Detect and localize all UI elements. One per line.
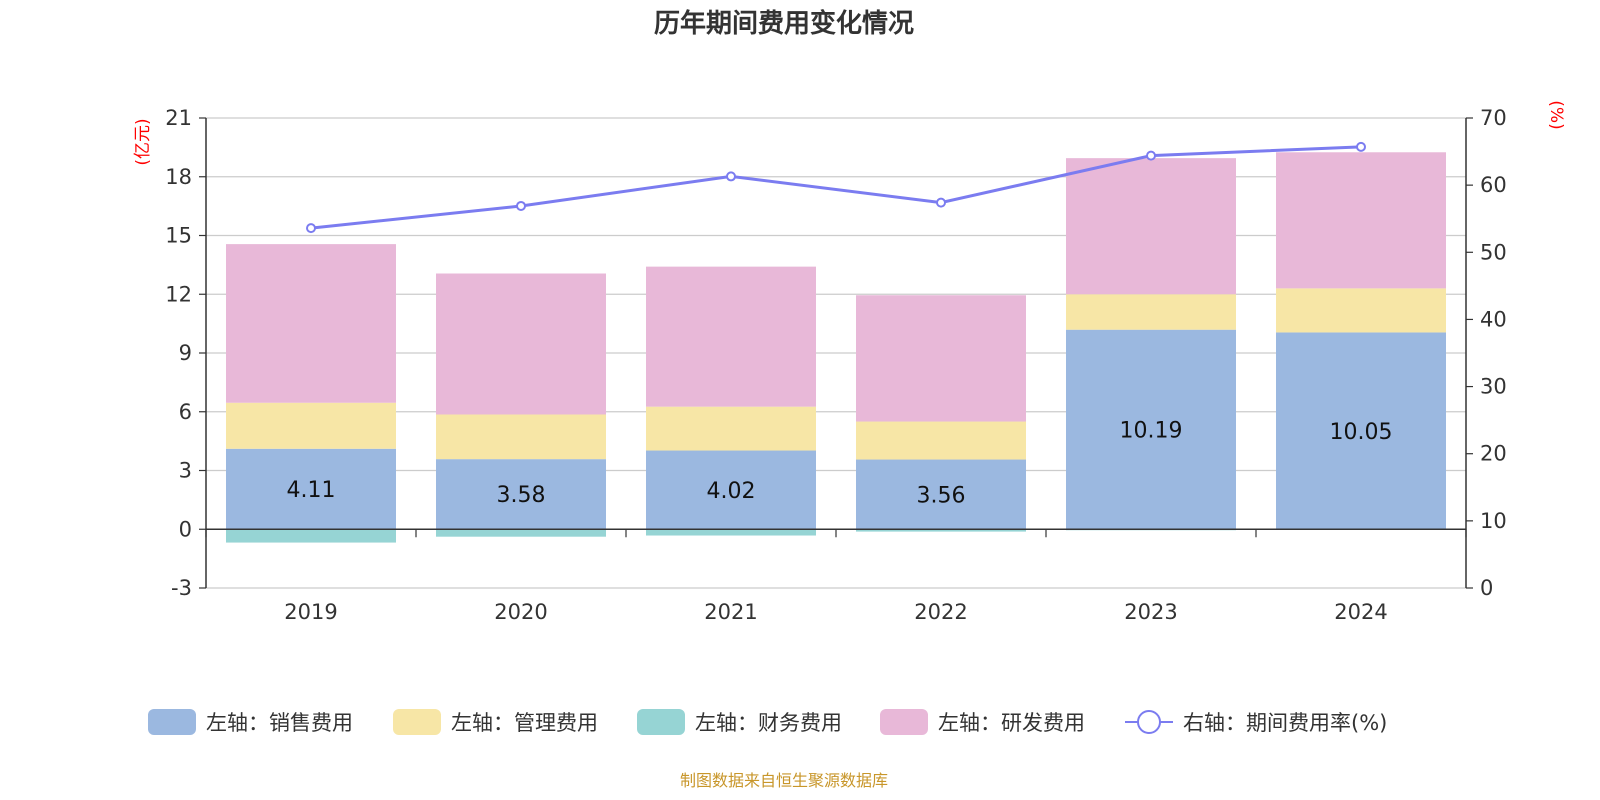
legend-swatch-0 xyxy=(148,709,196,735)
right-tick-label: 20 xyxy=(1480,442,1507,466)
bar-0-2021 xyxy=(646,450,816,530)
bar-2-2021 xyxy=(646,529,816,536)
right-tick-label: 50 xyxy=(1480,240,1507,264)
sales-data-label: 10.05 xyxy=(1330,420,1393,445)
bar-0-2023 xyxy=(1066,329,1236,530)
legend-label-3: 左轴：研发费用 xyxy=(938,711,1085,735)
bar-3-2020 xyxy=(436,273,606,415)
source-note: 制图数据来自恒生聚源数据库 xyxy=(680,771,888,790)
left-tick-label: 15 xyxy=(165,224,192,248)
bar-1-2023 xyxy=(1066,294,1236,330)
legend-label-1: 左轴：管理费用 xyxy=(451,711,598,735)
rate-point-2021 xyxy=(726,171,736,182)
sales-data-label: 3.56 xyxy=(917,483,966,508)
left-tick-label: 0 xyxy=(179,517,192,541)
bar-1-2022 xyxy=(856,421,1026,460)
bar-0-2024 xyxy=(1276,332,1446,530)
right-tick-label: 40 xyxy=(1480,307,1507,331)
rate-point-2019 xyxy=(306,223,316,234)
left-tick-label: 6 xyxy=(179,400,192,424)
bar-2-2022 xyxy=(856,529,1026,532)
right-tick-label: 10 xyxy=(1480,509,1507,533)
left-tick-label: 9 xyxy=(179,341,192,365)
x-tick-label: 2024 xyxy=(1334,600,1387,624)
bar-3-2023 xyxy=(1066,158,1236,295)
bar-1-2024 xyxy=(1276,288,1446,333)
right-tick-label: 70 xyxy=(1480,106,1507,130)
right-axis-unit: (%) xyxy=(1546,100,1566,129)
bar-1-2020 xyxy=(436,414,606,460)
right-tick-label: 60 xyxy=(1480,173,1507,197)
bar-0-2019 xyxy=(226,448,396,530)
legend-label-4: 右轴：期间费用率(%) xyxy=(1183,711,1387,735)
bar-1-2019 xyxy=(226,402,396,449)
bar-3-2021 xyxy=(646,266,816,407)
bar-3-2019 xyxy=(226,244,396,403)
bar-0-2022 xyxy=(856,459,1026,530)
legend: 左轴：销售费用 左轴：管理费用 左轴：财务费用 左轴：研发费用 右轴：期间费用率(%) xyxy=(148,709,1387,735)
sales-data-label: 4.02 xyxy=(707,479,756,504)
left-tick-label: 18 xyxy=(165,165,192,189)
rate-line-series xyxy=(306,141,1366,234)
legend-swatch-3 xyxy=(880,709,928,735)
bar-2-2019 xyxy=(226,529,396,543)
left-tick-label: 3 xyxy=(179,459,192,483)
bar-series xyxy=(226,152,1446,543)
x-tick-label: 2023 xyxy=(1124,600,1177,624)
right-tick-label: 0 xyxy=(1480,576,1493,600)
legend-label-2: 左轴：财务费用 xyxy=(695,711,842,735)
legend-marker-swatch xyxy=(1137,710,1161,734)
left-tick-label: 21 xyxy=(165,106,192,130)
axes: -3 0 3 6 9 12 15 18 21 0 10 20 30 40 50 60 70 2019 2020 202… xyxy=(165,106,1506,624)
sales-data-label: 10.19 xyxy=(1120,418,1183,443)
chart-title: 历年期间费用变化情况 xyxy=(654,8,914,39)
sales-data-label: 3.58 xyxy=(497,483,546,508)
bar-3-2022 xyxy=(856,295,1026,422)
legend-swatch-2 xyxy=(637,709,685,735)
x-tick-label: 2021 xyxy=(704,600,757,624)
right-tick-label: 30 xyxy=(1480,375,1507,399)
gridlines xyxy=(206,117,1466,589)
bar-1-2021 xyxy=(646,406,816,451)
sales-data-label: 4.11 xyxy=(287,478,336,503)
left-tick-label: 12 xyxy=(165,282,192,306)
left-axis-unit: (亿元) xyxy=(133,118,153,165)
rate-point-2024 xyxy=(1356,141,1366,152)
legend-label-0: 左轴：销售费用 xyxy=(206,711,353,735)
left-tick-label: -3 xyxy=(171,576,192,600)
rate-point-2020 xyxy=(516,200,526,211)
rate-point-2022 xyxy=(936,197,946,208)
bar-3-2024 xyxy=(1276,152,1446,289)
x-tick-label: 2019 xyxy=(284,600,337,624)
data-labels: 4.11 3.58 4.02 3.56 10.19 10.05 xyxy=(287,418,1393,508)
legend-swatch-1 xyxy=(393,709,441,735)
rate-line xyxy=(310,145,1362,230)
bar-2-2020 xyxy=(436,529,606,537)
rate-point-2023 xyxy=(1146,150,1156,161)
bar-0-2020 xyxy=(436,459,606,530)
x-tick-label: 2022 xyxy=(914,600,967,624)
x-tick-label: 2020 xyxy=(494,600,547,624)
